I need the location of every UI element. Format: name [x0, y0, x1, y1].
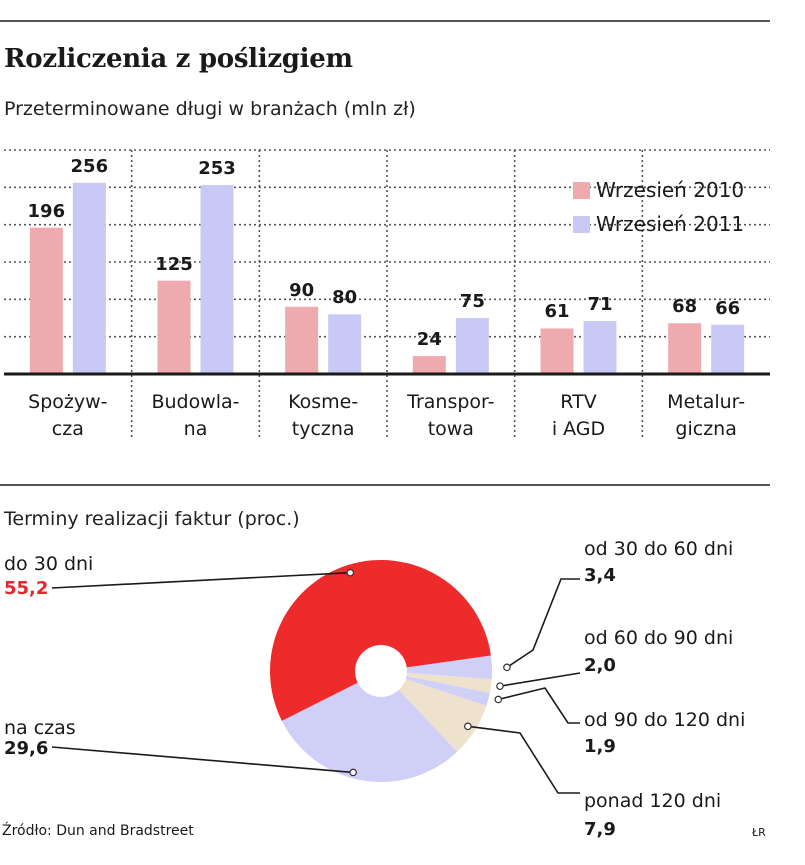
legend-item-2010: Wrzesień 2010	[573, 178, 744, 202]
pie-slice-value: 3,4	[584, 565, 616, 586]
bar-2011	[328, 314, 362, 374]
legend-swatch-2011	[573, 215, 590, 233]
leader-line	[467, 725, 580, 794]
bar-value-2011: 256	[70, 155, 109, 177]
leader-line	[499, 672, 581, 687]
category-label: RTV i AGD	[551, 391, 606, 440]
bar-value-2011: 71	[587, 293, 613, 315]
chart-title: Rozliczenia z poślizgiem	[4, 44, 353, 74]
bar-value-2011: 66	[715, 297, 741, 319]
pie-slice-label: ponad 120 dni	[584, 790, 722, 812]
middle-rule	[0, 484, 770, 486]
pie-slice-label: od 30 do 60 dni	[584, 538, 734, 560]
category-label: Transpor- towa	[407, 391, 495, 440]
bar-chart-subtitle: Przeterminowane długi w branżach (mln zł…	[4, 98, 416, 120]
pie-slice-value: 29,6	[4, 738, 49, 759]
bar-2011	[711, 324, 745, 374]
pie-slice-value: 2,0	[584, 655, 616, 676]
bar-2011	[72, 182, 106, 374]
legend-swatch-2010	[573, 181, 590, 199]
pie-chart-title: Terminy realizacji faktur (proc.)	[4, 508, 300, 530]
bar-2010	[285, 306, 319, 374]
bar-2010	[540, 328, 574, 374]
leader-line	[498, 687, 580, 724]
bar-value-2010: 90	[289, 279, 315, 301]
bar-value-2010: 24	[416, 329, 442, 351]
source-note: Źródło: Dun and Bradstreet	[2, 823, 194, 839]
leader-line	[51, 571, 351, 589]
pie-slice	[381, 671, 487, 752]
pie-slice-label: na czas	[4, 717, 76, 739]
bar-value-2010: 68	[672, 296, 698, 318]
legend-label-2010: Wrzesień 2010	[596, 178, 745, 202]
pie-center-hole	[355, 645, 407, 697]
pie-slice-label: do 30 dni	[4, 553, 94, 575]
category-label: Metalur- giczna	[667, 391, 746, 440]
bar-2011	[583, 320, 617, 374]
pie-slice-label: od 60 do 90 dni	[584, 627, 734, 649]
pie-slice	[381, 671, 490, 706]
bar-value-2011: 75	[459, 291, 485, 312]
pie-slice-label: od 90 do 120 dni	[584, 709, 746, 731]
pie-slice	[281, 671, 458, 782]
leader-dot	[503, 663, 511, 672]
bar-value-2010: 125	[155, 253, 193, 275]
leader-dot	[496, 682, 504, 690]
pie-slice-value: 7,9	[584, 819, 616, 840]
bar-value-2010: 61	[544, 301, 570, 323]
bar-value-2011: 80	[332, 287, 358, 309]
legend-item-2011: Wrzesień 2011	[573, 212, 744, 236]
author-signature: ŁR	[752, 826, 766, 839]
bar-2011	[455, 318, 489, 374]
pie-slice-value: 55,2	[4, 578, 49, 599]
bar-value-2010: 196	[27, 200, 66, 222]
category-label: Kosme- tyczna	[288, 391, 359, 440]
leader-dot	[346, 568, 355, 577]
pie-slice	[270, 560, 491, 721]
leader-line	[51, 746, 354, 774]
pie-slice	[381, 671, 492, 694]
bar-2010	[29, 227, 63, 374]
category-label: Budowla- na	[151, 391, 240, 440]
top-rule	[0, 20, 770, 22]
category-label: Spożyw- cza	[28, 391, 108, 440]
leader-dot	[349, 768, 357, 777]
bar-value-2011: 253	[198, 158, 236, 180]
bar-2010	[412, 356, 446, 374]
leader-line	[506, 578, 580, 669]
pie-slice	[381, 655, 492, 680]
leader-dot	[464, 722, 472, 731]
pie-slice-value: 1,9	[584, 736, 616, 757]
bar-2010	[668, 323, 702, 374]
leader-dot	[494, 695, 503, 704]
legend-label-2011: Wrzesień 2011	[596, 212, 745, 236]
bar-2011	[200, 185, 234, 374]
bar-2010	[157, 280, 191, 374]
